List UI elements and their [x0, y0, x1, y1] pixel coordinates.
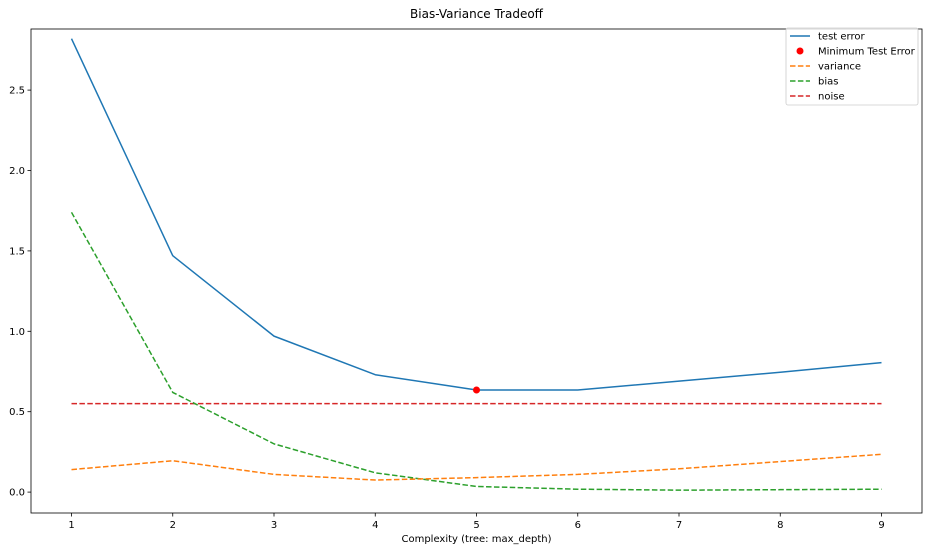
x-tick-label: 5 — [473, 520, 479, 531]
series-layer — [70, 38, 882, 491]
y-tick-label: 0.5 — [9, 407, 25, 418]
legend-label: variance — [818, 62, 861, 73]
x-tick-label: 4 — [372, 520, 378, 531]
x-axis: 1 2 3 4 5 6 7 8 9 — [68, 513, 885, 531]
variance-line — [71, 453, 882, 481]
legend: test error Minimum Test Error variance bias… — [785, 27, 919, 106]
x-tick-label: 1 — [68, 520, 74, 531]
legend-label: test error — [818, 32, 865, 43]
y-tick-label: 0.0 — [9, 488, 25, 499]
x-tick-label: 7 — [676, 520, 682, 531]
y-tick-label: 2.5 — [9, 86, 25, 97]
chart-title: Bias-Variance Tradeoff — [410, 7, 544, 21]
x-tick-label: 9 — [878, 520, 884, 531]
legend-box — [785, 27, 919, 106]
legend-swatch — [796, 47, 804, 55]
y-tick-label: 1.5 — [9, 246, 25, 257]
x-axis-label: Complexity (tree: max_depth) — [401, 534, 551, 545]
test-error-line — [70, 38, 882, 391]
x-tick-label: 8 — [777, 520, 783, 531]
legend-label: bias — [818, 77, 838, 88]
y-tick-label: 1.0 — [9, 327, 25, 338]
y-axis: 0.0 0.5 1.0 1.5 2.0 2.5 — [9, 86, 31, 499]
x-tick-label: 2 — [170, 520, 176, 531]
legend-label: noise — [818, 92, 845, 103]
legend-label: Minimum Test Error — [818, 47, 916, 58]
x-tick-label: 6 — [575, 520, 581, 531]
minimum-test-error-point — [473, 386, 480, 394]
x-tick-label: 3 — [271, 520, 277, 531]
y-tick-label: 2.0 — [9, 166, 25, 177]
bias-line — [70, 211, 882, 491]
